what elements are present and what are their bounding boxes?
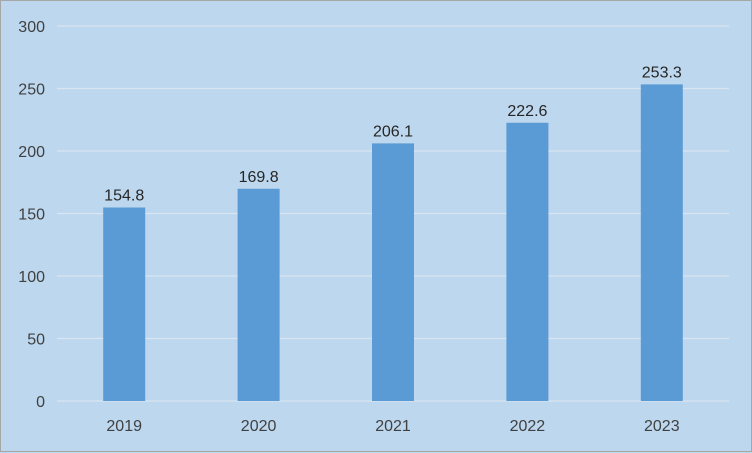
bar-2020: [237, 188, 280, 401]
x-tick-label-2019: 2019: [106, 418, 142, 435]
x-axis-ticks: 2019 2020 2021 2022 2023: [106, 418, 679, 435]
y-tick-label: 250: [18, 82, 45, 99]
y-tick-label: 0: [36, 394, 45, 411]
data-label-2023: 253.3: [642, 64, 682, 81]
bar-2022: [506, 122, 549, 401]
x-tick-label-2022: 2022: [510, 418, 546, 435]
data-label-2019: 154.8: [104, 188, 144, 205]
y-tick-label: 300: [18, 19, 45, 36]
x-tick-label-2021: 2021: [375, 418, 411, 435]
data-label-2021: 206.1: [373, 123, 413, 140]
data-label-2022: 222.6: [507, 103, 547, 120]
x-tick-label-2020: 2020: [241, 418, 277, 435]
y-axis-ticks: 0 50 100 150 200 250 300: [18, 19, 45, 411]
bar-2023: [640, 84, 683, 401]
data-label-2020: 169.8: [239, 169, 279, 186]
y-tick-label: 50: [27, 332, 45, 349]
y-tick-label: 200: [18, 144, 45, 161]
bars: [103, 84, 683, 401]
bar-2019: [103, 207, 146, 401]
x-tick-label-2023: 2023: [644, 418, 680, 435]
data-labels: 154.8 169.8 206.1 222.6 253.3: [104, 64, 682, 204]
bar-2021: [372, 143, 414, 401]
y-tick-label: 100: [18, 269, 45, 286]
y-tick-label: 150: [18, 207, 45, 224]
